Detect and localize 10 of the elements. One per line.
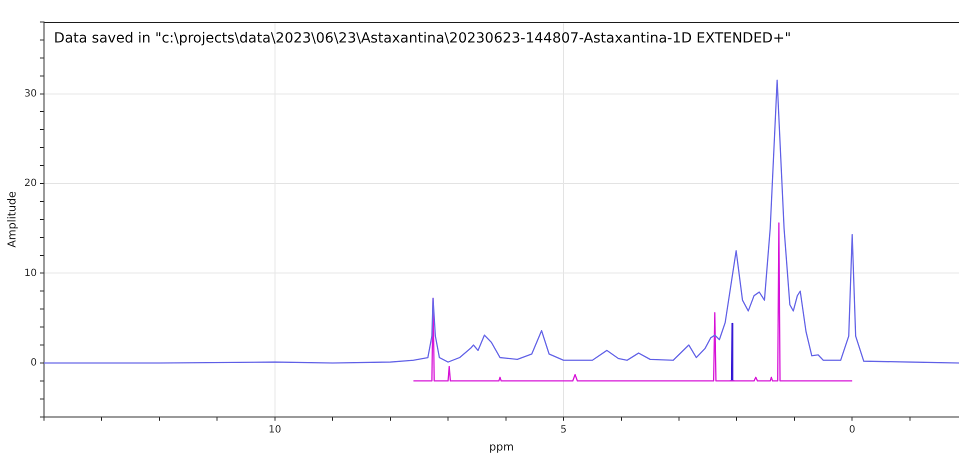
y-tick-label: 10 [24,268,37,279]
y-tick-label: 20 [24,178,37,190]
x-axis-title: ppm [489,440,514,454]
x-tick-label: 5 [560,424,567,436]
x-tick-label: 10 [268,424,282,436]
annotation: Data saved in "c:\projects\data\2023\06\23\Astaxantina\20230623-144807-Astaxantina-1D EXTENDED+" [54,30,792,47]
y-tick-label: 30 [24,88,37,100]
y-axis-title: Amplitude [5,190,18,248]
y-tick-label: 0 [30,358,37,369]
x-tick-label: 0 [849,424,856,436]
